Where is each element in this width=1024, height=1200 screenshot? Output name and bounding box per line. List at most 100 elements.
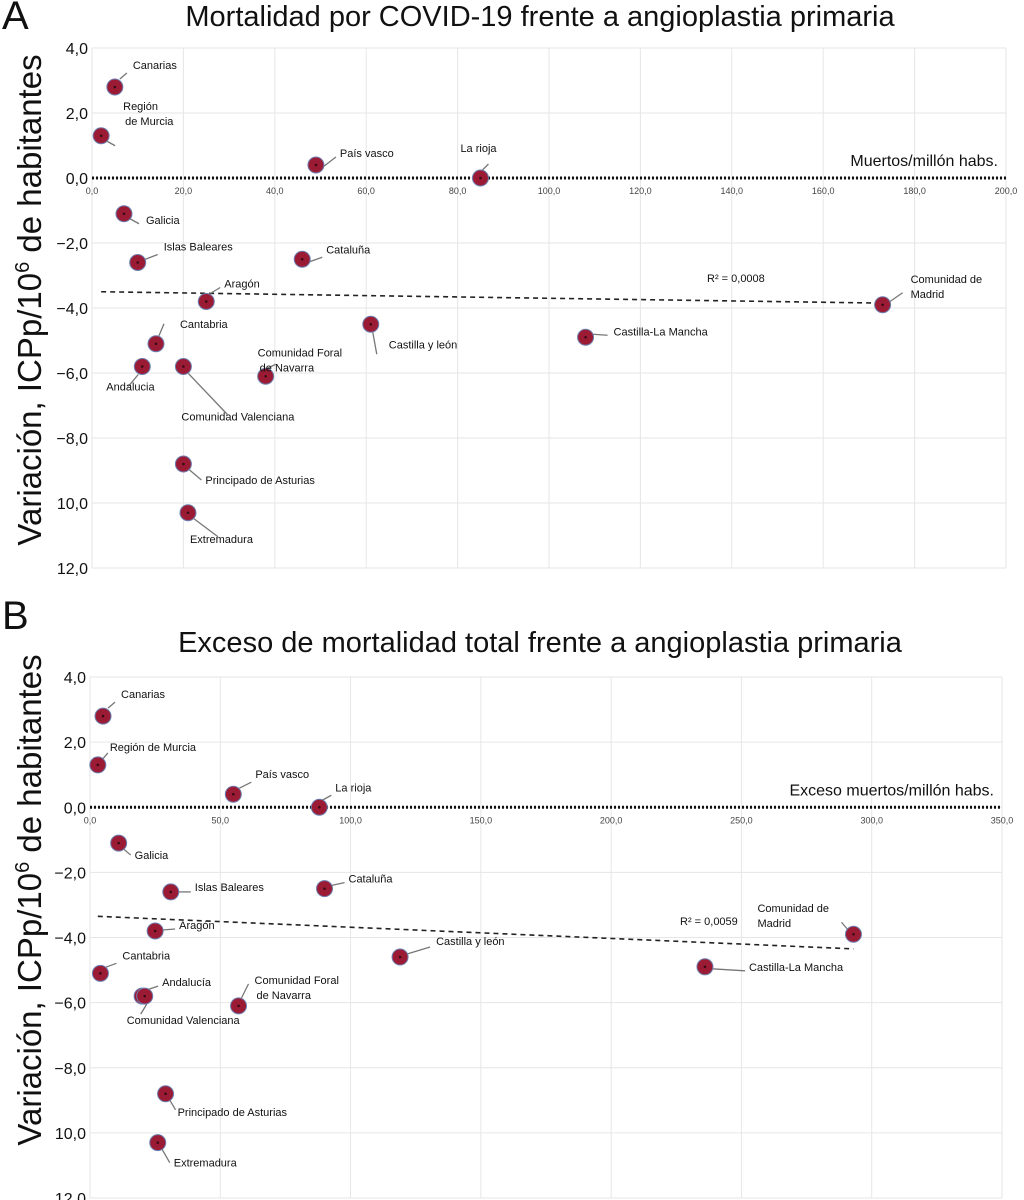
x-tick-label: 0,0 <box>86 186 99 196</box>
leader-line <box>372 332 378 355</box>
point-label: Cataluña <box>349 874 394 886</box>
panel-a: A Variación, ICPp/106 de habitantes Mort… <box>2 0 1018 578</box>
y-tick-label: −8,0 <box>56 431 88 448</box>
data-point-center <box>113 85 117 89</box>
x-tick-label: 0,0 <box>84 815 97 825</box>
leader-line <box>239 781 252 789</box>
y-tick-label: 4,0 <box>64 670 86 687</box>
leader-line <box>209 286 221 295</box>
y-tick-label: −6,0 <box>54 996 86 1013</box>
y-tick-label: 2,0 <box>66 106 88 123</box>
point-label: Castilla-La Mancha <box>749 962 844 974</box>
data-point-center <box>186 511 190 515</box>
x-tick-label: 140,0 <box>721 186 744 196</box>
point-label: La rioja <box>460 143 497 155</box>
point-label: La rioja <box>335 782 372 794</box>
trend-line <box>101 290 883 304</box>
point-label: Galicia <box>135 850 170 862</box>
x-tick-label: 20,0 <box>175 186 193 196</box>
leader-line <box>406 946 431 955</box>
data-point-center <box>264 374 267 378</box>
leader-line <box>187 373 228 415</box>
data-point-center <box>169 890 173 894</box>
point-label: Castilla y león <box>436 936 504 948</box>
r-squared-label: R² = 0,0059 <box>680 916 738 928</box>
point-label: Región de Murcia <box>123 101 174 128</box>
panel-letter: A <box>2 0 29 38</box>
data-point-center <box>182 365 185 368</box>
y-tick-label: −2,0 <box>56 236 88 253</box>
data-point-center <box>300 257 304 261</box>
data-point-center <box>117 841 120 845</box>
panel-b: B Variación, ICPp/106 de habitantes Exce… <box>0 594 1024 1200</box>
point-label: País vasco <box>340 148 394 160</box>
leader-line <box>123 848 132 856</box>
leader-line <box>158 323 165 336</box>
y-tick-label: −2,0 <box>54 865 86 882</box>
point-label: País vasco <box>255 769 309 781</box>
data-point-center <box>204 300 208 303</box>
point-label: Comunidad de Madrid <box>911 274 983 301</box>
x-tick-label: 100,0 <box>339 815 362 825</box>
point-label: Principado de Asturias <box>178 1107 288 1119</box>
point-label: Comunidad Foral de Navarra <box>255 975 339 1002</box>
data-point-center <box>154 342 158 346</box>
point-label: Extremadura <box>174 1158 238 1170</box>
leader-line <box>140 1003 148 1015</box>
data-point-center <box>101 714 105 718</box>
leader-line <box>127 374 139 387</box>
point-label: Aragón <box>179 920 214 932</box>
y-tick-label: 0,0 <box>66 171 88 188</box>
point-label: Andalucia <box>106 382 155 394</box>
y-tick-label: 4,0 <box>66 41 88 58</box>
leader-line <box>889 292 903 303</box>
trend-line <box>97 915 854 950</box>
leader-line <box>105 962 117 968</box>
point-label: Cataluña <box>326 244 371 256</box>
data-point-center <box>237 1004 240 1008</box>
chart-a: Mortalidad por COVID-19 frente a angiopl… <box>56 1 1018 578</box>
data-point-center <box>314 163 318 167</box>
point-label: Galicia <box>146 215 181 227</box>
data-point-center <box>164 1092 167 1096</box>
point-label: Cantabria <box>180 319 229 331</box>
point-label: Islas Baleares <box>195 882 265 894</box>
point-label: Aragón <box>224 279 259 291</box>
leader-line <box>711 968 745 972</box>
x-tick-label: 300,0 <box>860 815 883 825</box>
y-tick-label: −4,0 <box>54 931 86 948</box>
leader-line <box>187 468 202 481</box>
data-point-center <box>99 972 102 975</box>
y-tick-label: −6,0 <box>56 366 88 383</box>
point-label: Islas Baleares <box>164 242 234 254</box>
y-tick-label: 2,0 <box>64 735 86 752</box>
data-point-center <box>143 994 147 998</box>
x-axis-title: Muertos/millón habs. <box>850 153 998 170</box>
point-label: Extremadura <box>190 534 254 546</box>
r-squared-label: R² = 0,0008 <box>707 273 765 285</box>
data-point-center <box>369 322 373 326</box>
point-label: Canarias <box>121 689 166 701</box>
y-tick-label: −4,0 <box>56 301 88 318</box>
point-label: Canarias <box>133 60 178 72</box>
x-tick-label: 350,0 <box>991 815 1014 825</box>
chart-title: Mortalidad por COVID-19 frente a angiopl… <box>185 1 895 33</box>
x-axis-title: Exceso muertos/millón habs. <box>789 782 994 799</box>
point-label: Castilla-La Mancha <box>614 326 709 338</box>
chart-title: Exceso de mortalidad total frente a angi… <box>178 627 903 659</box>
x-tick-label: 60,0 <box>357 186 375 196</box>
leader-line <box>193 518 219 538</box>
leader-line <box>840 921 848 930</box>
leader-line <box>161 1148 171 1163</box>
x-tick-label: 200,0 <box>995 186 1018 196</box>
data-point-center <box>584 335 587 339</box>
leader-line <box>330 882 345 887</box>
x-tick-label: 250,0 <box>730 815 753 825</box>
leader-line <box>592 333 608 336</box>
leader-line <box>102 752 109 760</box>
leader-line <box>169 1099 177 1111</box>
y-tick-label: 10,0 <box>57 496 88 513</box>
data-point-center <box>881 303 884 307</box>
leader-line <box>240 983 250 999</box>
point-label: Castilla y león <box>389 339 457 351</box>
